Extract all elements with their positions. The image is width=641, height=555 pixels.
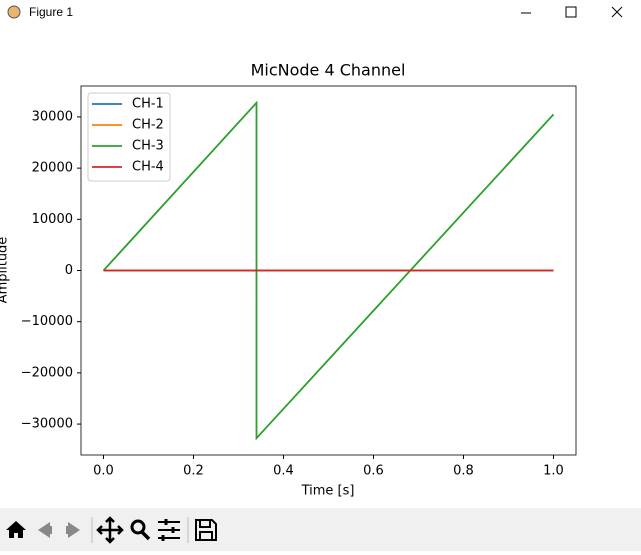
toolbar-background (0, 508, 641, 551)
legend: CH-1 CH-2 CH-3 CH-4 (92, 97, 164, 175)
forward-button[interactable] (66, 522, 80, 538)
toolbar (0, 508, 641, 551)
x-tick-label: 0.4 (273, 464, 294, 479)
zoom-button[interactable] (130, 519, 146, 535)
zoom-handle (140, 530, 151, 541)
legend-label: CH-1 (132, 97, 164, 112)
title-bar: Figure 1 (7, 5, 623, 19)
y-tick-label: 20000 (32, 161, 73, 176)
chart-title: MicNode 4 Channel (251, 61, 406, 80)
x-tick-label: 0.6 (363, 464, 384, 479)
legend-label: CH-2 (132, 118, 164, 133)
legend-label: CH-4 (132, 160, 164, 175)
y-tick-label: 10000 (32, 212, 73, 227)
x-tick-label: 0.0 (93, 464, 114, 479)
x-tick-label: 0.2 (183, 464, 204, 479)
x-axis-label: Time [s] (301, 484, 355, 499)
plot-area: 0.0 0.2 0.4 0.6 0.8 1.0 −30000 −20000 −10000 0 100… (21, 100, 564, 479)
y-tick-label: −10000 (21, 314, 73, 329)
x-tick-label: 1.0 (543, 464, 564, 479)
back-button[interactable] (38, 522, 52, 538)
legend-box (87, 92, 171, 182)
y-tick-label: 0 (65, 263, 73, 278)
window-title: Figure 1 (29, 5, 73, 19)
save-button[interactable] (195, 519, 217, 541)
app-icon (7, 5, 21, 19)
x-tick-label: 0.8 (453, 464, 474, 479)
close-button[interactable] (611, 6, 623, 18)
home-button[interactable] (6, 521, 26, 538)
pan-button[interactable] (96, 516, 124, 544)
y-tick-label: 30000 (32, 109, 73, 124)
maximize-button[interactable] (565, 6, 577, 18)
legend-label: CH-3 (132, 139, 164, 154)
y-axis-label: Amplitude (0, 237, 11, 304)
configure-sliders (161, 519, 175, 541)
y-tick-label: −30000 (21, 417, 73, 432)
y-tick-label: −20000 (21, 365, 73, 380)
